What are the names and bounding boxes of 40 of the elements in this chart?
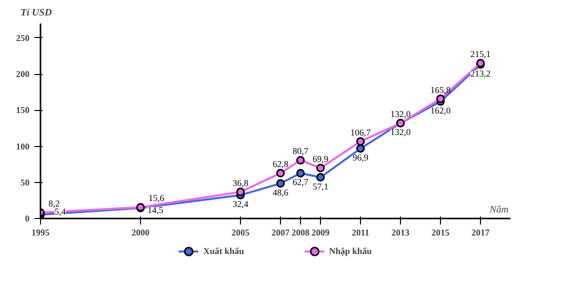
data-label: 15,6 [148,193,165,204]
y-tick-label: 100 [16,141,30,152]
x-tick-label: 2000 [132,228,150,238]
y-tick-label: 0 [25,214,30,224]
x-tick-label: 2017 [472,228,490,238]
data-label: 14,5 [148,205,164,216]
x-tick-label: 2008 [292,228,310,238]
data-label: 132,0 [390,127,412,138]
x-tick-label: 1995 [32,228,50,238]
y-tick-label: 200 [16,69,30,80]
data-label: 62,8 [272,159,289,170]
data-label: 32,4 [232,199,249,210]
data-label: 48,6 [272,187,289,198]
data-label: 69,9 [312,154,329,164]
data-label: 36,8 [232,178,249,188]
y-tick-label: 50 [20,177,30,188]
x-tick-label: 2015 [432,228,450,238]
data-label: 215,1 [470,49,491,60]
x-axis-title: Năm [488,204,509,216]
data-label: 62,7 [292,177,309,188]
x-tick-label: 2007 [272,228,290,238]
data-label: 106,7 [350,127,372,138]
data-label: 162,0 [430,106,452,116]
legend-label: Xuất khẩu [203,246,244,256]
legend-label: Nhập khẩu [329,246,372,256]
data-label: 96,9 [352,152,369,163]
data-label: 8,2 [48,198,60,209]
data-label: 5,4 [54,206,66,217]
x-tick-label: 2013 [392,228,410,238]
data-label: 57,1 [312,181,328,192]
y-tick-label: 150 [16,105,30,116]
data-label: 165,8 [430,84,452,95]
data-label: 132,0 [390,109,412,120]
data-label: 80,7 [292,146,309,156]
x-tick-label: 2009 [312,228,330,238]
y-tick-label: 250 [16,32,30,43]
x-tick-label: 2011 [352,228,370,238]
y-axis-title: Tỉ USD [20,8,52,18]
x-tick-label: 2005 [232,228,250,238]
data-label: 213,2 [470,68,491,79]
